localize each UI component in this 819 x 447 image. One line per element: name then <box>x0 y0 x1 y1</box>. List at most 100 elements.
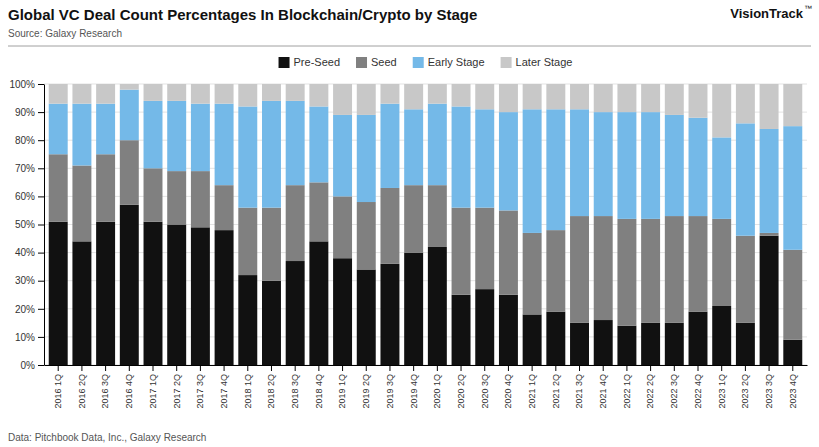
watermark-mark: ™ <box>804 4 812 13</box>
y-tick-mark <box>38 281 44 282</box>
x-tick-mark <box>318 365 319 371</box>
bar-segment <box>475 84 494 109</box>
y-tick-mark <box>38 140 44 141</box>
legend-label: Early Stage <box>428 56 485 68</box>
bar-segment <box>49 154 68 221</box>
legend-item: Later Stage <box>501 56 573 68</box>
bar-segment <box>736 84 755 123</box>
bar-segment <box>120 140 139 205</box>
bar-segment <box>783 250 802 340</box>
bar-segment <box>380 84 399 104</box>
y-tick: 80% <box>15 135 44 146</box>
x-tick: 2022 4Q <box>693 365 703 409</box>
x-tick: 2020 4Q <box>503 365 513 409</box>
bar-segment <box>523 314 542 365</box>
bar-segment <box>689 84 708 118</box>
bar-segment <box>523 233 542 314</box>
bar-segment <box>49 104 68 155</box>
bar-segment <box>262 84 281 101</box>
x-axis: 2016 1Q2016 2Q2016 3Q2016 4Q2017 1Q2017 … <box>45 365 808 409</box>
y-tick-mark <box>38 225 44 226</box>
x-tick: 2018 3Q <box>290 365 300 409</box>
bar-segment <box>167 84 186 101</box>
bar-segment <box>120 84 139 90</box>
bar-segment <box>72 84 91 104</box>
y-tick: 20% <box>15 304 44 315</box>
bar-segment <box>570 216 589 323</box>
bar-segment <box>238 275 257 365</box>
x-tick: 2022 1Q <box>622 365 632 409</box>
bar-segment <box>96 104 115 155</box>
bar-segment <box>475 289 494 365</box>
x-tick-mark <box>366 365 367 371</box>
bar-segment <box>262 101 281 208</box>
bar-segment <box>617 84 636 112</box>
bar-segment <box>96 154 115 221</box>
x-tick-mark <box>224 365 225 371</box>
bar-segment <box>523 109 542 233</box>
bar-segment <box>689 312 708 365</box>
bar-segment <box>286 84 305 101</box>
bar-segment <box>262 281 281 365</box>
bar-segment <box>380 104 399 188</box>
bar-segment <box>357 84 376 115</box>
bar-segment <box>617 326 636 365</box>
bar-segment <box>144 101 163 168</box>
bar-segment <box>120 205 139 365</box>
y-tick-label: 30% <box>15 275 35 286</box>
bar-segment <box>499 210 518 294</box>
x-tick-mark <box>650 365 651 371</box>
bar-segment <box>617 112 636 219</box>
x-tick-mark <box>437 365 438 371</box>
x-tick-label: 2019 2Q <box>361 374 371 409</box>
y-tick: 30% <box>15 275 44 286</box>
bar-segment <box>428 104 447 185</box>
bar-segment <box>570 323 589 365</box>
x-tick-mark <box>389 365 390 371</box>
bar-segment <box>641 219 660 323</box>
x-tick-label: 2019 1Q <box>337 374 347 409</box>
bar-segment <box>120 90 139 141</box>
bar-segment <box>712 84 731 137</box>
x-tick-mark <box>698 365 699 371</box>
bar-segment <box>380 188 399 264</box>
bar-segment <box>72 241 91 365</box>
y-tick-mark <box>38 112 44 113</box>
y-tick: 90% <box>15 107 44 118</box>
y-tick-mark <box>38 253 44 254</box>
bar-segment <box>641 112 660 219</box>
bar-segment <box>333 84 352 115</box>
bar-segment <box>546 84 565 109</box>
x-tick-mark <box>81 365 82 371</box>
bar-segment <box>452 84 471 106</box>
separator <box>8 46 811 47</box>
x-tick: 2017 2Q <box>172 365 182 409</box>
series <box>49 205 803 365</box>
bar-segment <box>783 84 802 126</box>
bar-segment <box>475 109 494 207</box>
y-tick: 0% <box>21 360 44 371</box>
x-tick-label: 2022 3Q <box>669 374 679 409</box>
legend-swatch <box>279 57 290 68</box>
x-tick-mark <box>508 365 509 371</box>
bar-segment <box>72 165 91 241</box>
bar-segment <box>712 219 731 306</box>
y-tick-label: 70% <box>15 163 35 174</box>
x-tick-mark <box>271 365 272 371</box>
x-tick: 2017 3Q <box>195 365 205 409</box>
y-tick-label: 50% <box>15 219 35 230</box>
y-tick-mark <box>38 337 44 338</box>
x-tick-mark <box>105 365 106 371</box>
x-tick: 2019 4Q <box>409 365 419 409</box>
bar-segment <box>499 84 518 112</box>
y-tick-mark <box>38 196 44 197</box>
x-tick: 2016 4Q <box>124 365 134 409</box>
x-tick: 2016 1Q <box>53 365 63 409</box>
x-tick: 2023 2Q <box>740 365 750 409</box>
x-tick: 2017 4Q <box>219 365 229 409</box>
bar-segment <box>452 295 471 365</box>
bar-segment <box>452 208 471 295</box>
x-tick-label: 2019 3Q <box>385 374 395 409</box>
bar-segment <box>49 222 68 365</box>
y-tick-mark <box>38 84 44 85</box>
